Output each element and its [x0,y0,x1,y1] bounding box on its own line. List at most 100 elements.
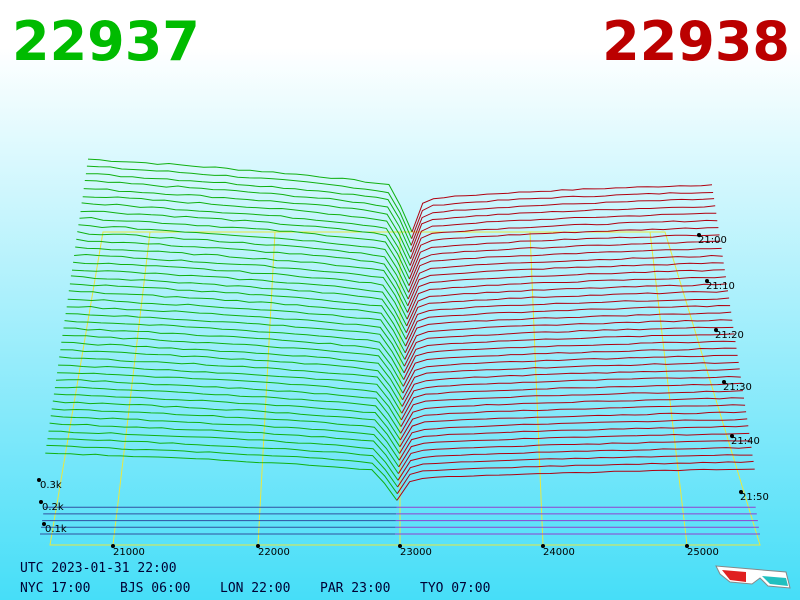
bid-depth-line [46,444,398,494]
time-tick [697,233,701,237]
bid-depth-line [52,400,400,454]
volume-label: 0.3k [40,480,62,491]
bid-depth-line [69,283,407,347]
ask-depth-line [410,198,715,246]
bid-depth-line [71,269,407,333]
time-label: 21:00 [698,235,727,246]
bid-depth-line [77,231,409,300]
time-tick [705,279,709,283]
ask-depth-line [402,354,738,394]
bid-depth-line [62,334,404,394]
ask-depth-line [400,382,742,421]
bid-depth-line [55,379,402,434]
bid-depth-line [82,196,411,266]
ask-depth-line [404,311,732,354]
volume-label: 0.2k [42,502,64,513]
ask-depth-line [403,326,734,367]
ask-depth-line [407,269,725,313]
ask-depth-line [403,340,736,380]
bid-depth-line [49,422,399,474]
ask-depth-line [408,234,720,280]
ask-depth-line [410,212,717,259]
bid-depth-line [84,180,412,253]
price-grid-line [112,231,151,546]
ask-depth-line [409,227,719,273]
scene [40,158,761,546]
ask-depth-line [405,290,729,333]
volume-tick [37,478,41,482]
bid-depth-line [59,356,403,414]
ask-depth-line [400,390,743,427]
volume-tick [39,500,43,504]
bid-depth-line [63,327,404,387]
ask-depth-line [400,397,745,434]
ask-depth-line [402,347,737,387]
bid-depth-line [45,452,398,501]
utc-time: UTC 2023-01-31 22:00 [20,561,177,576]
bid-depth-line [80,210,410,280]
ask-depth-line [411,184,713,233]
time-label: 21:20 [715,330,744,341]
bid-depth-line [50,415,400,468]
price-grid-line [529,231,544,546]
ask-depth-line [396,468,755,501]
price-tick [541,544,545,548]
bid-depth-line [73,261,408,327]
ask-depth-line [408,240,721,286]
ask-depth-line [397,454,753,488]
ask-price: 22938 [602,10,790,73]
labels: 21000 22000 23000 24000 25000 0.3k 0.2k 0.1k 21:… [20,233,769,596]
glasses-icon [715,565,791,589]
bid-depth-line [68,290,406,354]
bid-depth-line [61,341,404,401]
bid-depth-line [60,349,403,407]
floor-frame [49,231,761,546]
time-label: 21:50 [740,492,769,503]
time-label: 21:10 [706,281,735,292]
ask-depth-line [404,319,733,360]
price-grid-line [649,231,688,546]
bid-depth-line [54,386,401,441]
bid-depth-line [81,202,411,273]
ask-depth-line [405,297,730,340]
price-grid-line [257,231,276,546]
ask-depth-line [398,425,749,461]
ask-depth-line [398,432,750,468]
ask-depth-line [406,276,726,320]
bid-depth-line [64,320,405,380]
bid-depth-line [48,430,399,481]
ask-depth-line [411,192,714,239]
price-tick [256,544,260,548]
bid-depth-line [79,216,410,286]
ask-depth-line [410,205,716,253]
bid-depth-line [67,298,406,360]
ask-depth-line [399,418,748,454]
time-tick [739,490,743,494]
price-label: 23000 [400,547,432,558]
zone-time: LON 22:00 [220,581,290,596]
time-label: 21:30 [723,382,752,393]
price-label: 25000 [687,547,719,558]
bid-depth-line [78,224,410,293]
bid-depth-line [76,238,409,307]
ask-depth-line [399,411,747,448]
price-tick [685,544,689,548]
bid-depth-line [75,246,408,313]
time-tick [714,328,718,332]
bid-depth-line [83,188,411,260]
ask-depth-line [409,219,718,266]
ask-depth-line [401,375,741,414]
volume-label: 0.1k [45,524,67,535]
ask-depth-line [406,283,727,327]
ask-depth-line [407,262,724,306]
bid-depth-line [58,364,402,421]
bid-depth-line [47,438,399,488]
zone-time: PAR 23:00 [320,581,390,596]
ask-depth-line [408,247,722,293]
ask-depth-line [397,446,752,481]
zone-time: NYC 17:00 [20,581,90,596]
time-tick [722,380,726,384]
ask-depth-line [403,333,735,374]
volume-tick [42,522,46,526]
